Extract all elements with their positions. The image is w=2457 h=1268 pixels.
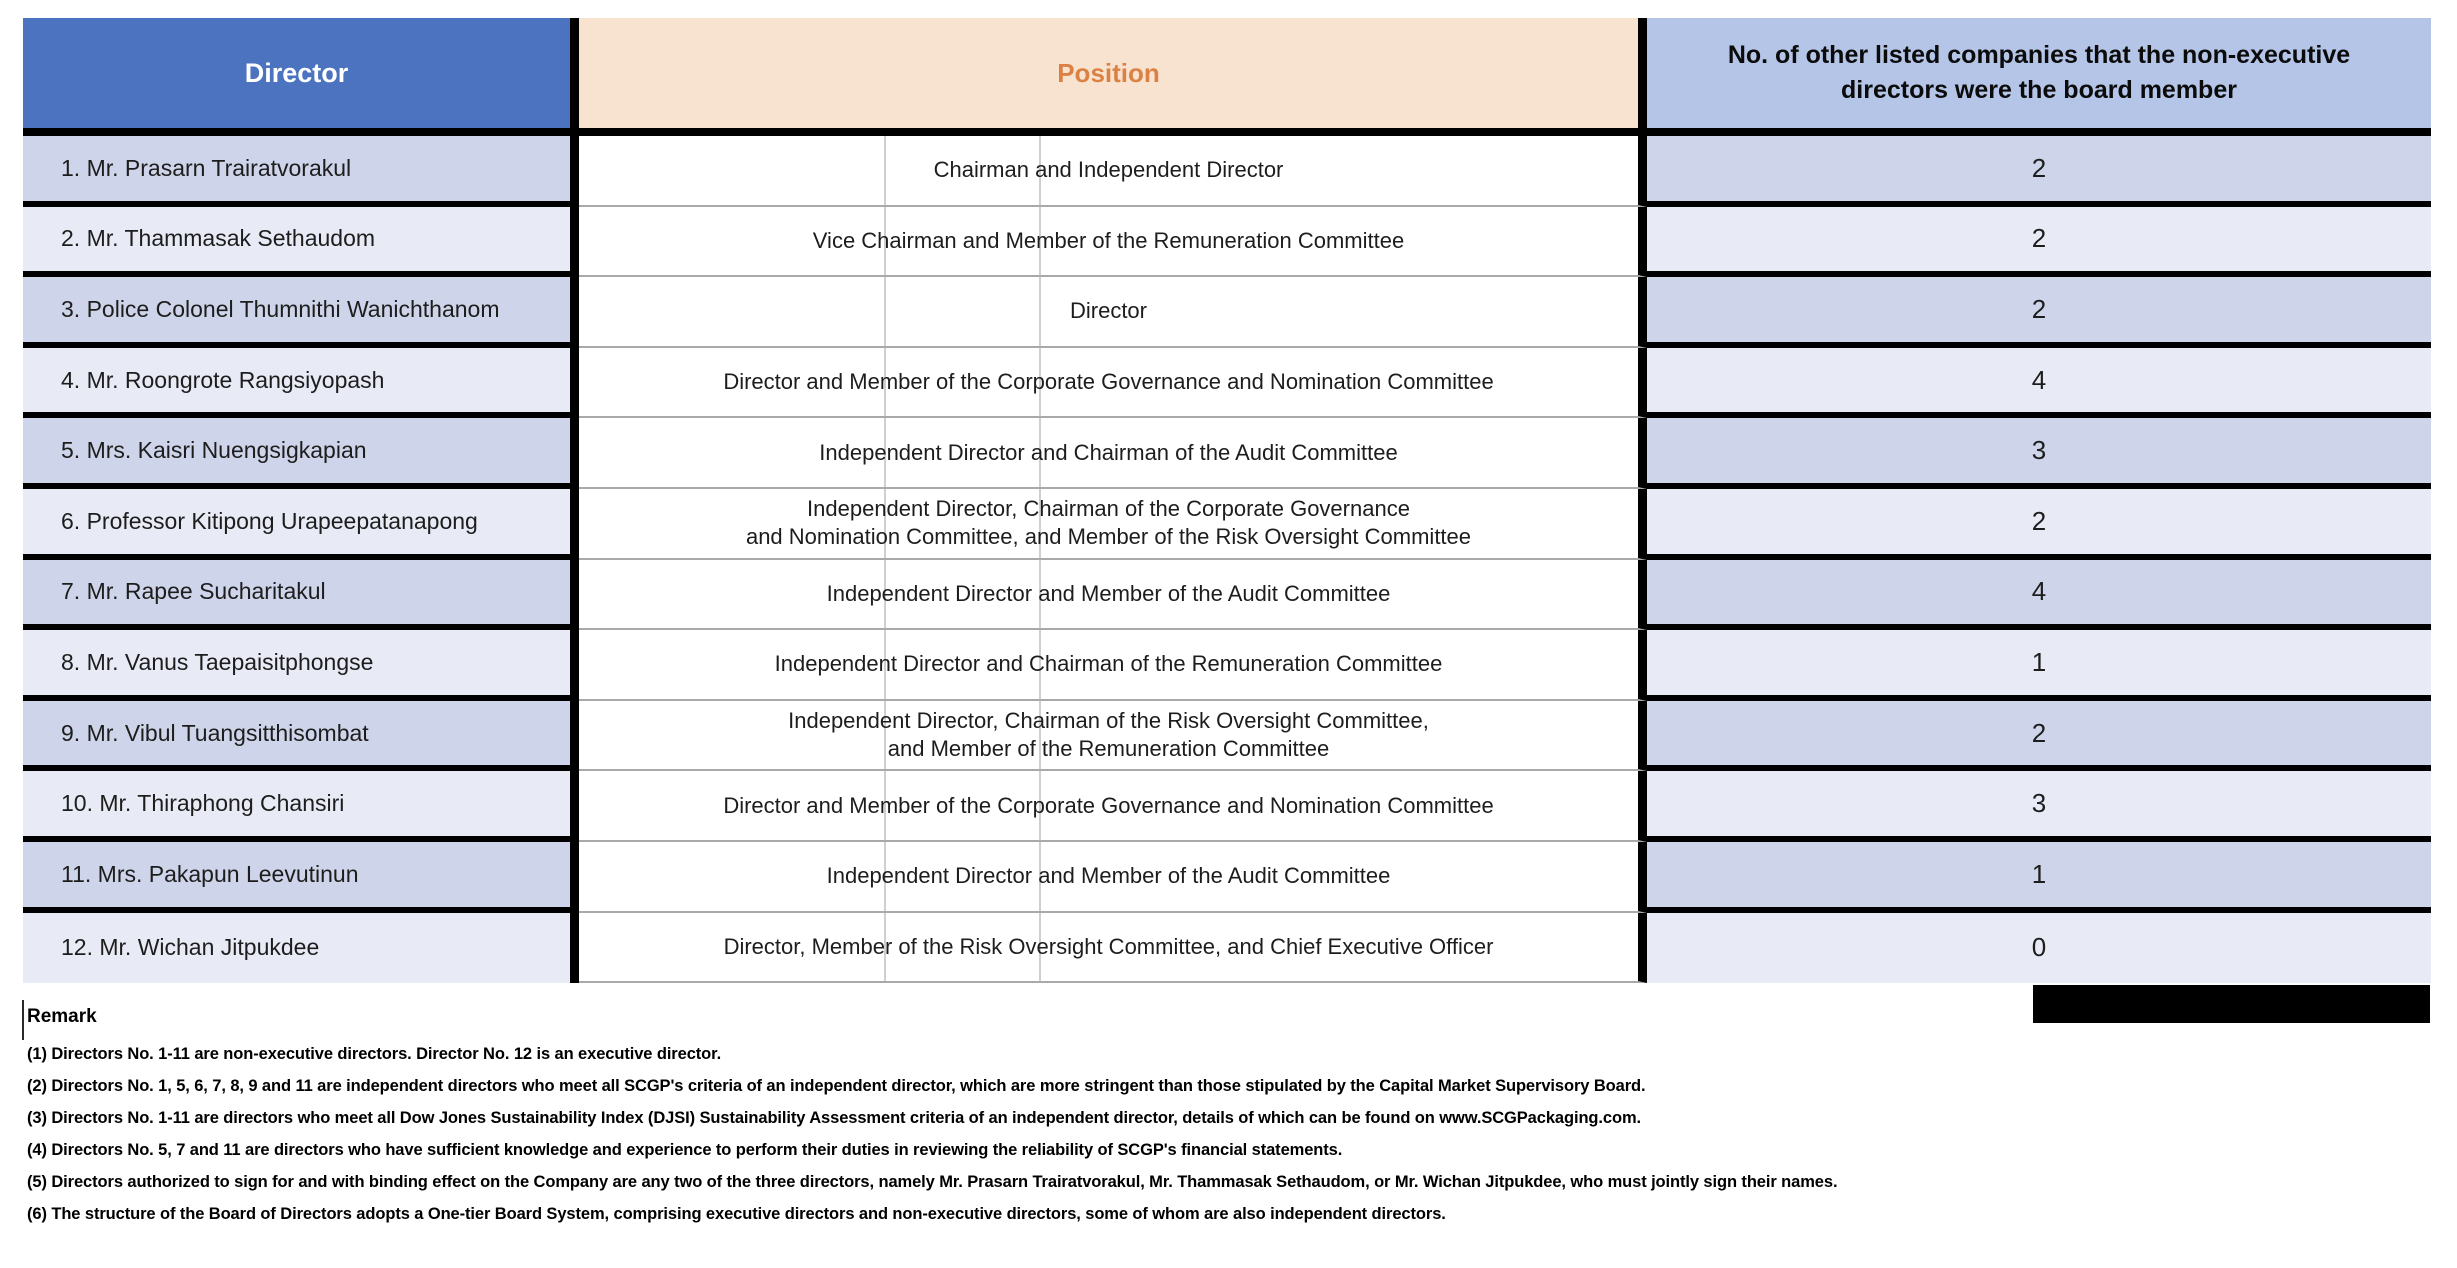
director-name-cell: 10. Mr. Thiraphong Chansiri — [23, 771, 579, 842]
table-header-row: Director Position No. of other listed co… — [23, 18, 2431, 136]
position-cell: Independent Director and Chairman of the… — [579, 418, 1647, 489]
companies-count-cell: 2 — [1647, 277, 2431, 348]
companies-count-cell: 3 — [1647, 418, 2431, 489]
director-name-cell: 8. Mr. Vanus Taepaisitphongse — [23, 630, 579, 701]
companies-count-cell: 1 — [1647, 841, 2431, 913]
position-cell: Independent Director, Chairman of the Ri… — [579, 700, 1647, 772]
director-name-cell: 9. Mr. Vibul Tuangsitthisombat — [23, 700, 579, 772]
position-cell: Vice Chairman and Member of the Remunera… — [579, 206, 1647, 278]
redaction-bar — [2033, 985, 2430, 1023]
header-director: Director — [23, 18, 579, 128]
companies-count-cell: 4 — [1647, 559, 2431, 631]
position-cell: Director — [579, 277, 1647, 348]
director-name-cell: 3. Police Colonel Thumnithi Wanichthanom — [23, 277, 579, 348]
position-cell: Director and Member of the Corporate Gov… — [579, 771, 1647, 842]
companies-count-cell: 4 — [1647, 347, 2431, 419]
director-name-cell: 6. Professor Kitipong Urapeepatanapong — [23, 488, 579, 560]
remark-note-5: (5) Directors authorized to sign for and… — [27, 1173, 1838, 1191]
director-name-cell: 4. Mr. Roongrote Rangsiyopash — [23, 347, 579, 419]
table-body: 1. Mr. Prasarn Trairatvorakul Chairman a… — [23, 136, 2431, 984]
companies-count-cell: 3 — [1647, 771, 2431, 842]
director-name-cell: 11. Mrs. Pakapun Leevutinun — [23, 841, 579, 913]
position-cell: Director, Member of the Risk Oversight C… — [579, 912, 1647, 984]
header-companies-count: No. of other listed companies that the n… — [1647, 18, 2431, 128]
remark-note-6: (6) The structure of the Board of Direct… — [27, 1205, 1446, 1223]
remark-note-4: (4) Directors No. 5, 7 and 11 are direct… — [27, 1141, 1343, 1159]
remark-title: Remark — [27, 1006, 97, 1027]
remark-note-3: (3) Directors No. 1-11 are directors who… — [27, 1109, 1642, 1127]
position-cell: Independent Director, Chairman of the Co… — [579, 488, 1647, 560]
position-cell: Independent Director and Member of the A… — [579, 841, 1647, 913]
companies-count-cell: 2 — [1647, 700, 2431, 772]
directors-table: Director Position No. of other listed co… — [23, 18, 2431, 984]
director-name-cell: 1. Mr. Prasarn Trairatvorakul — [23, 136, 579, 207]
companies-count-cell: 0 — [1647, 912, 2431, 984]
director-name-cell: 7. Mr. Rapee Sucharitakul — [23, 559, 579, 631]
remark-note-1: (1) Directors No. 1-11 are non-executive… — [27, 1045, 722, 1063]
companies-count-cell: 2 — [1647, 488, 2431, 560]
header-position: Position — [579, 18, 1647, 128]
companies-count-cell: 1 — [1647, 630, 2431, 701]
position-cell: Director and Member of the Corporate Gov… — [579, 347, 1647, 419]
position-cell: Independent Director and Member of the A… — [579, 559, 1647, 631]
remark-note-2: (2) Directors No. 1, 5, 6, 7, 8, 9 and 1… — [27, 1077, 1646, 1095]
remark-section: Remark (1) Directors No. 1-11 are non-ex… — [27, 1006, 2437, 1230]
left-edge-artifact-line — [22, 1000, 24, 1040]
position-cell: Chairman and Independent Director — [579, 136, 1647, 207]
companies-count-cell: 2 — [1647, 206, 2431, 278]
director-name-cell: 12. Mr. Wichan Jitpukdee — [23, 912, 579, 984]
position-cell: Independent Director and Chairman of the… — [579, 630, 1647, 701]
director-name-cell: 2. Mr. Thammasak Sethaudom — [23, 206, 579, 278]
companies-count-cell: 2 — [1647, 136, 2431, 207]
director-name-cell: 5. Mrs. Kaisri Nuengsigkapian — [23, 418, 579, 489]
